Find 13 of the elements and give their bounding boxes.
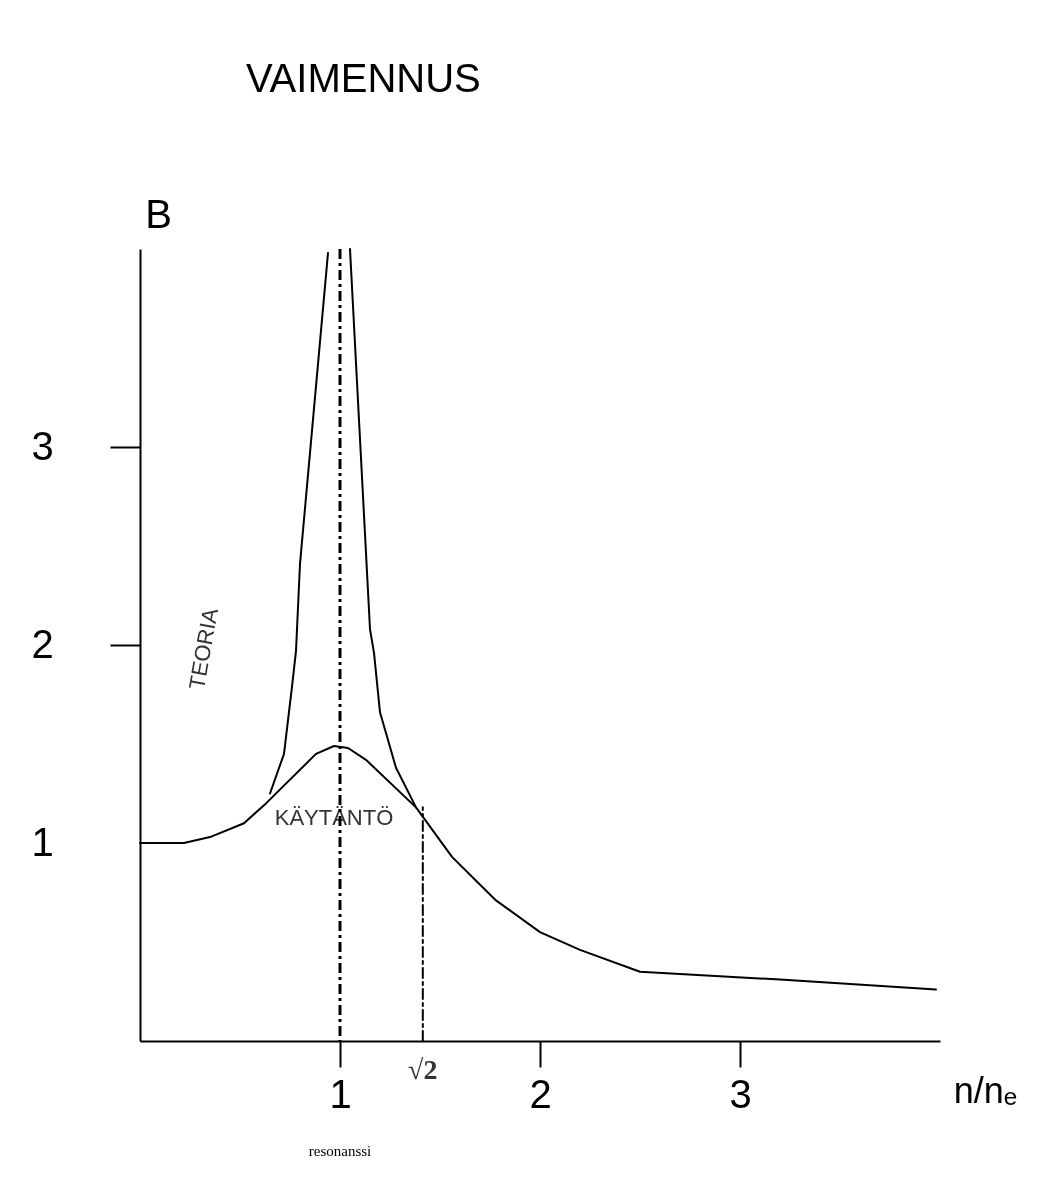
legend-label: TEORIA	[184, 606, 223, 692]
y-tick-label: 1	[31, 819, 54, 864]
x-tick-label: 3	[729, 1071, 752, 1116]
text: resonanssi	[308, 1143, 372, 1159]
annotation: √2	[408, 1054, 438, 1085]
x-tick-label: 1	[329, 1071, 352, 1116]
chart-title: VAIMENNUS	[245, 56, 481, 100]
x-tick-label: 2	[529, 1071, 552, 1116]
y-tick-label: 2	[31, 621, 54, 666]
y-axis-title: B	[145, 191, 172, 236]
y-tick-label: 3	[31, 423, 54, 468]
x-axis-title: n/nₑ	[953, 1069, 1018, 1111]
series-label: KÄYTÄNTÖ	[274, 804, 394, 830]
